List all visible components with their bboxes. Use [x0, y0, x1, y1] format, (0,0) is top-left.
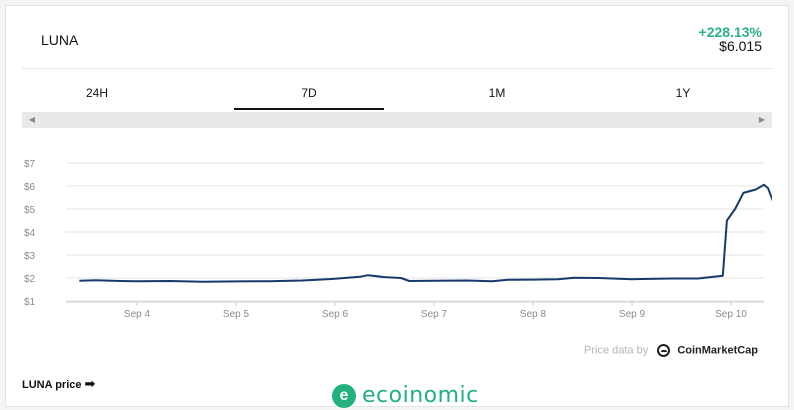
price-line [79, 183, 772, 283]
right-arrow-icon[interactable]: ▶ [758, 115, 766, 124]
x-tick-label: Sep 5 [223, 309, 250, 320]
left-arrow-icon[interactable]: ◀ [28, 115, 36, 124]
price-chart: $1 $2 $3 $4 $5 $6 $7 Sep 4 Sep 5 Sep 6 Sep 7 Sep 8 S… [24, 159, 772, 320]
price-attribution: Price data by CoinMarketCap [584, 344, 758, 360]
x-tick-label: Sep 9 [619, 309, 646, 320]
price-widget-card: LUNA +228.13% $6.015 24H 7D 1M 1Y ◀ ▶ $1… [5, 5, 789, 407]
chart-scrollbar[interactable]: ◀ ▶ [22, 112, 772, 128]
tab-1m[interactable]: 1M [488, 86, 506, 100]
timeframe-tabs: 24H 7D 1M 1Y [22, 80, 772, 110]
luna-price-label: LUNA price [22, 379, 82, 391]
y-tick-label: $1 [24, 297, 36, 308]
x-tick-label: Sep 10 [715, 309, 747, 320]
y-tick-label: $2 [24, 274, 36, 285]
ecoinomic-logo-icon: e [332, 384, 356, 408]
tab-7d[interactable]: 7D [234, 80, 384, 110]
price-header: LUNA +228.13% $6.015 [6, 6, 788, 68]
y-tick-label: $6 [24, 182, 36, 193]
luna-price-link[interactable]: LUNA price ➡ [22, 376, 95, 392]
y-tick-label: $7 [24, 159, 36, 170]
tab-1y[interactable]: 1Y [675, 86, 691, 100]
price-change: +228.13% [698, 24, 762, 40]
x-tick-label: Sep 6 [322, 309, 349, 320]
attribution-text: Price data by [584, 344, 649, 357]
coin-name: LUNA [41, 32, 79, 48]
brand-name: ecoinomic [362, 383, 479, 408]
header-divider [22, 68, 772, 69]
tab-24h[interactable]: 24H [85, 86, 108, 100]
x-tick-label: Sep 7 [421, 309, 448, 320]
attribution-provider[interactable]: CoinMarketCap [677, 344, 759, 357]
y-tick-label: $4 [24, 228, 36, 239]
x-tick-label: Sep 4 [124, 309, 151, 320]
coinmarketcap-logo-icon [657, 344, 671, 357]
y-tick-label: $5 [24, 205, 36, 216]
arrow-right-icon: ➡ [84, 376, 96, 391]
current-price: $6.015 [719, 38, 762, 54]
y-tick-label: $3 [24, 251, 36, 262]
x-tick-label: Sep 8 [520, 309, 547, 320]
